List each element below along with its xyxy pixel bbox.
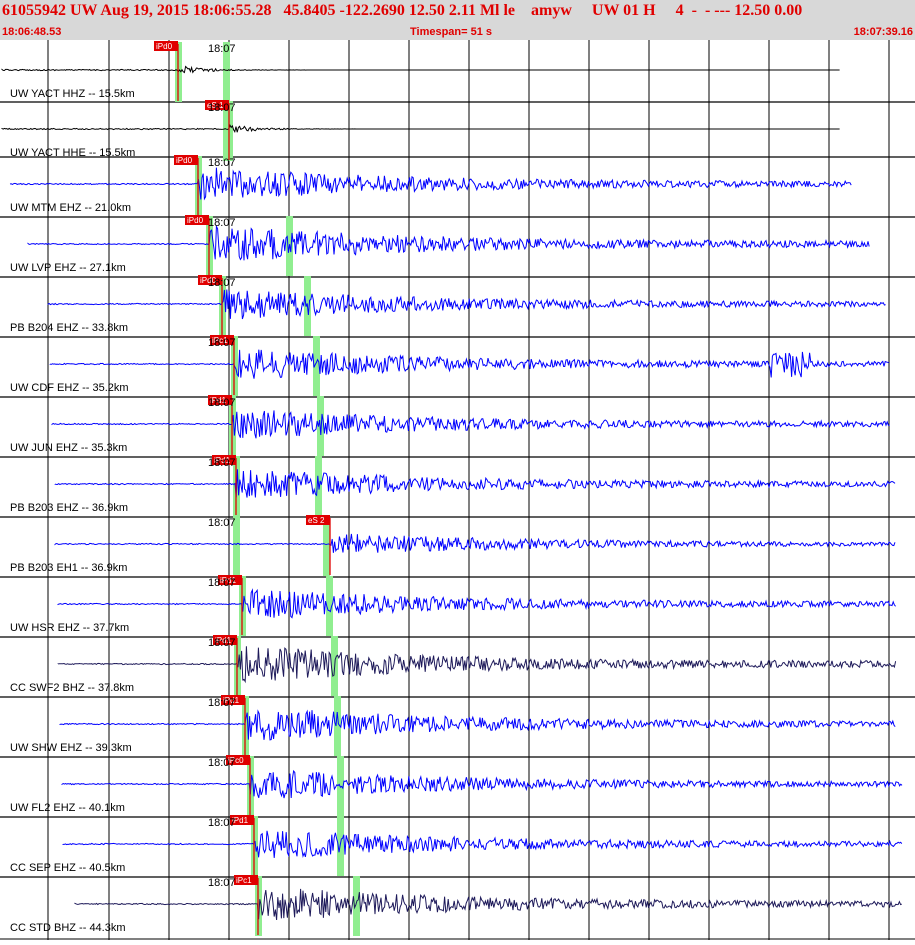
pick-label[interactable]: iPc0 xyxy=(228,756,244,765)
pick-label[interactable]: iPd0 xyxy=(200,276,217,285)
pick-window xyxy=(223,42,230,102)
time-tick-label: 18:07 xyxy=(208,757,236,769)
pick-label[interactable]: iPd1 xyxy=(215,636,232,645)
station-label: PB B203 EHZ -- 36.9km xyxy=(10,502,128,514)
pick-label-box[interactable] xyxy=(234,875,258,885)
waveform-trace[interactable] xyxy=(1,65,840,74)
time-tick-label: 18:07 xyxy=(208,457,236,469)
pick-label[interactable]: iPc1 xyxy=(212,336,228,345)
pick-label[interactable]: eS 2 xyxy=(308,516,325,525)
pick-window xyxy=(323,516,330,576)
pick-label[interactable]: iPd1 xyxy=(220,576,237,585)
station-label: UW YACT HHZ -- 15.5km xyxy=(10,88,135,100)
waveform-trace[interactable] xyxy=(27,224,870,261)
station-label: CC STD BHZ -- 44.3km xyxy=(10,922,126,934)
time-tick-label: 18:07 xyxy=(208,817,236,829)
station-label: CC SWF2 BHZ -- 37.8km xyxy=(10,682,134,694)
waveform-trace[interactable] xyxy=(74,888,902,921)
waveform-trace[interactable] xyxy=(9,167,852,201)
pick-window xyxy=(334,696,341,756)
pick-label[interactable]: iPc1 xyxy=(236,876,252,885)
station-label: PB B203 EH1 -- 36.9km xyxy=(10,562,127,574)
pick-window xyxy=(326,576,333,636)
pick-label-box[interactable] xyxy=(174,155,198,165)
time-tick-label: 18:07 xyxy=(208,337,236,349)
timespan-label: Timespan= 51 s xyxy=(410,26,493,38)
seismogram-panel[interactable]: iPd0 18:07 UW YACT HHZ -- 15.5km eS 1 18:07 U… xyxy=(0,40,915,940)
pick-label-box[interactable] xyxy=(185,215,209,225)
pick-label-box[interactable] xyxy=(221,695,245,705)
waveform-trace[interactable] xyxy=(61,769,903,799)
pick-label-box[interactable] xyxy=(208,395,232,405)
time-tick-label: 18:07 xyxy=(208,43,236,55)
station-label: UW CDF EHZ -- 35.2km xyxy=(10,382,129,394)
pick-label[interactable]: iPd0 xyxy=(156,42,173,51)
waveform-trace[interactable] xyxy=(47,289,886,320)
waveform-trace[interactable] xyxy=(62,830,903,858)
pick-label[interactable]: iPd0 xyxy=(187,216,204,225)
pick-label[interactable]: eS 1 xyxy=(207,101,224,110)
time-tick-label: 18:07 xyxy=(208,697,236,709)
end-time-label: 18:07:39.16 xyxy=(853,26,913,38)
pick-window xyxy=(313,336,320,396)
event-title: 61055942 UW Aug 19, 2015 18:06:55.28 45.… xyxy=(2,2,803,19)
station-label: UW HSR EHZ -- 37.7km xyxy=(10,622,129,634)
pick-label-box[interactable] xyxy=(218,575,242,585)
start-time-label: 18:06:48.53 xyxy=(2,26,62,38)
station-label: UW LVP EHZ -- 27.1km xyxy=(10,262,126,274)
time-tick-label: 18:07 xyxy=(208,397,236,409)
waveform-trace[interactable] xyxy=(59,709,896,741)
pick-label[interactable]: iPd1 xyxy=(223,696,240,705)
pick-window xyxy=(223,101,230,161)
pick-window xyxy=(233,516,240,576)
waveform-trace[interactable] xyxy=(54,469,896,498)
pick-label[interactable]: iPd0 xyxy=(176,156,193,165)
station-label: PB B204 EHZ -- 33.8km xyxy=(10,322,128,334)
pick-window xyxy=(353,876,360,936)
time-tick-label: 18:07 xyxy=(208,102,236,114)
waveform-trace[interactable] xyxy=(57,588,896,619)
waveform-trace[interactable] xyxy=(54,533,896,553)
pick-label-box[interactable] xyxy=(213,635,237,645)
pick-label-box[interactable] xyxy=(154,41,178,51)
station-label: UW SHW EHZ -- 39.3km xyxy=(10,742,132,754)
time-tick-label: 18:07 xyxy=(208,577,236,589)
pick-label-box[interactable] xyxy=(210,335,234,345)
pick-label-box[interactable] xyxy=(212,455,236,465)
waveform-trace[interactable] xyxy=(57,646,897,684)
time-tick-label: 18:07 xyxy=(208,877,236,889)
pick-label[interactable]: iPd1 xyxy=(232,816,249,825)
pick-label[interactable]: iPd1 xyxy=(210,396,227,405)
time-tick-label: 18:07 xyxy=(208,217,236,229)
station-label: UW MTM EHZ -- 21.0km xyxy=(10,202,131,214)
pick-label-box[interactable] xyxy=(198,275,222,285)
pick-label-box[interactable] xyxy=(205,100,229,110)
time-tick-label: 18:07 xyxy=(208,517,236,529)
pick-label-box[interactable] xyxy=(306,515,330,525)
station-label: CC SEP EHZ -- 40.5km xyxy=(10,862,125,874)
header-bar: 61055942 UW Aug 19, 2015 18:06:55.28 45.… xyxy=(0,0,915,40)
waveform-trace[interactable] xyxy=(1,123,840,133)
waveform-trace[interactable] xyxy=(51,410,890,439)
time-tick-label: 18:07 xyxy=(208,277,236,289)
time-tick-label: 18:07 xyxy=(208,157,236,169)
station-label: UW JUN EHZ -- 35.3km xyxy=(10,442,127,454)
time-tick-label: 18:07 xyxy=(208,637,236,649)
pick-label-box[interactable] xyxy=(230,815,254,825)
station-label: UW FL2 EHZ -- 40.1km xyxy=(10,802,125,814)
station-label: UW YACT HHE -- 15.5km xyxy=(10,147,135,159)
waveform-trace[interactable] xyxy=(49,349,889,379)
pick-window xyxy=(337,756,344,816)
pick-label[interactable]: iPd1 xyxy=(214,456,231,465)
pick-label-box[interactable] xyxy=(226,755,250,765)
